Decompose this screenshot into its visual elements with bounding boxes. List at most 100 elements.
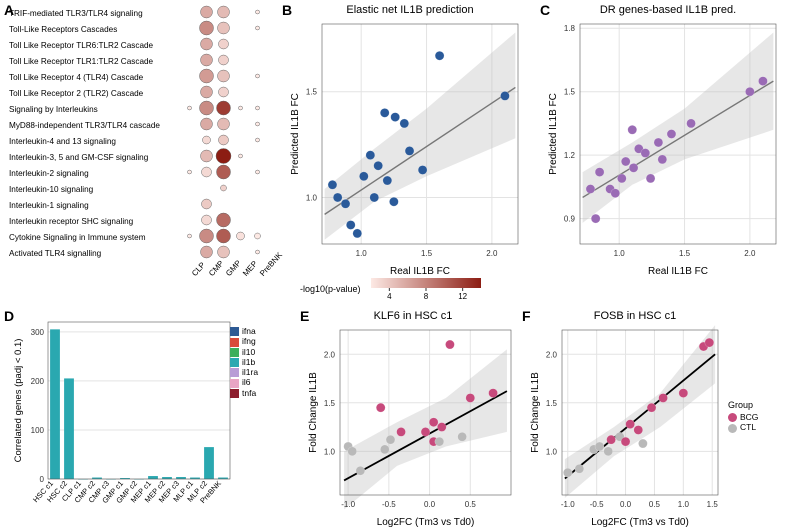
pathway-label: TRIF-mediated TLR3/TLR4 signaling (9, 9, 143, 18)
legend-label: CTL (740, 422, 756, 432)
point (591, 214, 600, 223)
dot-cell (232, 180, 249, 196)
pathway-label: Interleukin-4 and 13 signaling (9, 137, 116, 146)
dot-cell (181, 116, 198, 132)
dot-cell (198, 52, 215, 68)
point (418, 165, 427, 174)
legend-swatch (230, 358, 239, 367)
dot-cell (249, 4, 266, 20)
point (397, 427, 406, 436)
dot-cell (215, 244, 232, 260)
pvalue-legend: -log10(p-value) 4812 (300, 278, 481, 300)
bar (204, 447, 214, 479)
legend-item: il1b (230, 357, 258, 367)
dot-cell (198, 228, 215, 244)
legend-item: tnfa (230, 388, 258, 398)
point (621, 437, 630, 446)
svg-text:1.0: 1.0 (356, 249, 368, 258)
dot-cell (215, 196, 232, 212)
dot-cell (181, 228, 198, 244)
dot-cell (215, 4, 232, 20)
dot-row: Toll-Like Receptors Cascades (9, 20, 269, 36)
point (466, 393, 475, 402)
panel-f-chart: -1.0-0.50.00.51.01.51.01.52.0Log2FC (Tm3… (526, 324, 726, 529)
point (370, 193, 379, 202)
dot-cell (215, 36, 232, 52)
legend-swatch (230, 389, 239, 398)
point (705, 338, 714, 347)
dot-cell (215, 84, 232, 100)
panel-d-legend: ifnaifngil10il1bil1rail6tnfa (230, 326, 258, 398)
pathway-label: Interleukin-2 signaling (9, 169, 89, 178)
svg-text:0.0: 0.0 (620, 500, 632, 509)
dot-row: Interleukin-4 and 13 signaling (9, 132, 269, 148)
svg-text:1.5: 1.5 (564, 88, 576, 97)
pathway-label: Toll Like Receptor 4 (TLR4) Cascade (9, 73, 143, 82)
point (654, 138, 663, 147)
svg-text:0.0: 0.0 (424, 500, 436, 509)
svg-text:2.0: 2.0 (324, 350, 336, 359)
svg-text:1.0: 1.0 (678, 500, 690, 509)
svg-text:1.5: 1.5 (324, 399, 336, 408)
legend-item: ifna (230, 326, 258, 336)
svg-text:0.5: 0.5 (649, 500, 661, 509)
dot-cell (198, 100, 215, 116)
svg-text:300: 300 (31, 328, 45, 337)
point (445, 340, 454, 349)
point (341, 199, 350, 208)
svg-text:1.5: 1.5 (546, 399, 558, 408)
dot-cell (181, 68, 198, 84)
point (667, 130, 676, 139)
svg-text:1.8: 1.8 (564, 24, 576, 33)
dot-cell (198, 164, 215, 180)
point (659, 393, 668, 402)
point (745, 87, 754, 96)
dot-row: Toll Like Receptor TLR6:TLR2 Cascade (9, 36, 269, 52)
dot-cell (249, 116, 266, 132)
dot-cell (198, 212, 215, 228)
dot-cell (232, 148, 249, 164)
svg-text:1.5: 1.5 (306, 88, 318, 97)
pathway-label: Interleukin-3, 5 and GM-CSF signaling (9, 153, 148, 162)
svg-text:Real IL1B FC: Real IL1B FC (390, 266, 450, 277)
svg-text:8: 8 (424, 292, 429, 300)
pvalue-legend-label: -log10(p-value) (300, 284, 361, 294)
point (380, 445, 389, 454)
dot-cell (198, 20, 215, 36)
point (356, 466, 365, 475)
dotmatrix-cols: CLPCMPGMPMEPPreBNK (9, 260, 269, 274)
dot-cell (249, 68, 266, 84)
dot-cell (232, 228, 249, 244)
col-label: CMP (207, 259, 226, 278)
pathway-label: Cytokine Signaling in Immune system (9, 233, 146, 242)
dot-cell (181, 132, 198, 148)
dot-cell (181, 164, 198, 180)
dot-cell (181, 52, 198, 68)
point (687, 119, 696, 128)
legend-swatch (230, 379, 239, 388)
svg-text:Log2FC (Tm3 vs Td0): Log2FC (Tm3 vs Td0) (591, 517, 689, 528)
panel-b-chart: 1.01.52.01.01.5Real IL1B FCPredicted IL1… (286, 18, 526, 278)
dot-cell (232, 4, 249, 20)
panel-f-title: FOSB in HSC c1 (540, 310, 730, 322)
dot-cell (232, 164, 249, 180)
point (629, 163, 638, 172)
svg-text:1.0: 1.0 (324, 447, 336, 456)
point (429, 418, 438, 427)
dot-cell (232, 132, 249, 148)
svg-text:200: 200 (31, 377, 45, 386)
svg-text:Fold Change IL1B: Fold Change IL1B (530, 372, 541, 453)
pathway-label: Toll Like Receptor TLR1:TLR2 Cascade (9, 57, 153, 66)
dot-cell (215, 52, 232, 68)
dot-cell (198, 180, 215, 196)
svg-text:-0.5: -0.5 (590, 500, 604, 509)
dot-cell (198, 244, 215, 260)
svg-text:100: 100 (31, 426, 45, 435)
svg-text:Predicted IL1B FC: Predicted IL1B FC (290, 93, 301, 175)
dot-cell (232, 36, 249, 52)
legend-label: il1b (242, 357, 255, 367)
dot-cell (249, 36, 266, 52)
legend-label: il6 (242, 377, 251, 387)
point (638, 439, 647, 448)
dot-cell (181, 212, 198, 228)
